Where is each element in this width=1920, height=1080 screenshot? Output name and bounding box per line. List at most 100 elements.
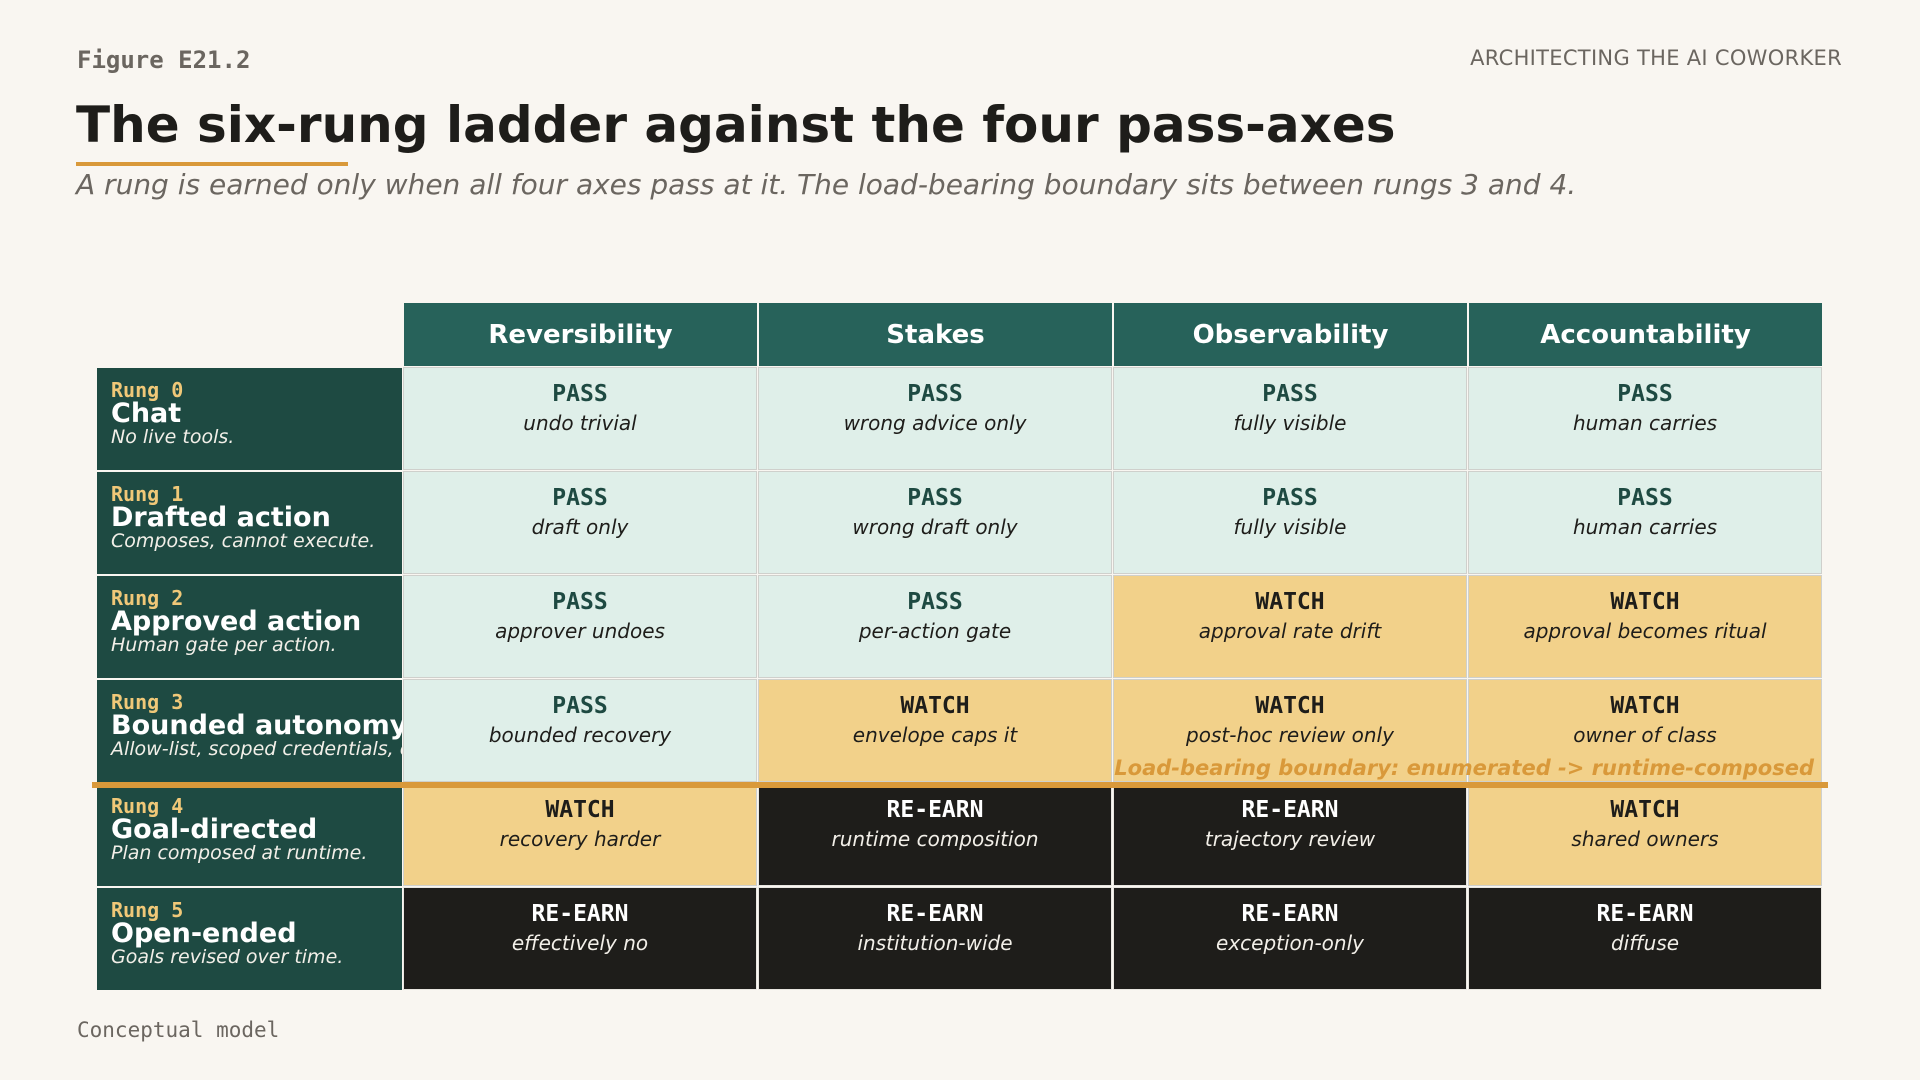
verdict-note: runtime composition xyxy=(831,827,1039,851)
cell-rung4-reversibility: WATCH recovery harder xyxy=(403,783,757,886)
cell-rung0-observability: PASS fully visible xyxy=(1113,367,1467,470)
verdict-note: human carries xyxy=(1572,411,1718,435)
verdict-label: PASS xyxy=(907,589,963,615)
cell-rung2-reversibility: PASS approver undoes xyxy=(403,575,757,678)
column-header-stakes: Stakes xyxy=(759,303,1112,366)
rung-description: Goals revised over time. xyxy=(111,946,344,968)
rung-id: Rung 1 xyxy=(111,482,184,506)
verdict-note: institution-wide xyxy=(857,931,1013,955)
verdict-note: shared owners xyxy=(1571,827,1719,851)
verdict-note: envelope caps it xyxy=(852,723,1018,747)
rung-name: Bounded autonomy xyxy=(111,710,408,741)
verdict-note: bounded recovery xyxy=(488,723,672,747)
rung-header-4: Rung 4 Goal-directed Plan composed at runt… xyxy=(97,784,402,886)
rung-header-3: Rung 3 Bounded autonomy Allow-list, scoped… xyxy=(97,680,450,782)
rung-header-0: Rung 0 Chat No live tools. xyxy=(97,368,402,470)
cell-rung1-reversibility: PASS draft only xyxy=(403,471,757,574)
boundary-label: Load-bearing boundary: enumerated -> run… xyxy=(1114,756,1814,780)
rung-name: Chat xyxy=(111,398,182,429)
rung-description: Plan composed at runtime. xyxy=(111,842,368,864)
verdict-label: PASS xyxy=(1617,485,1673,511)
verdict-label: WATCH xyxy=(900,693,970,719)
verdict-label: WATCH xyxy=(1610,693,1680,719)
verdict-note: owner of class xyxy=(1573,723,1717,747)
book-title: ARCHITECTING THE AI COWORKER xyxy=(1470,46,1842,70)
verdict-label: RE-EARN xyxy=(1241,797,1339,823)
verdict-label: PASS xyxy=(907,485,963,511)
cell-rung1-accountability: PASS human carries xyxy=(1468,471,1822,574)
main-title: The six-rung ladder against the four pas… xyxy=(76,96,1396,154)
rung-id: Rung 4 xyxy=(111,794,184,818)
verdict-label: PASS xyxy=(552,693,608,719)
cell-rung4-accountability: WATCH shared owners xyxy=(1468,783,1822,886)
verdict-label: PASS xyxy=(907,381,963,407)
cell-rung1-observability: PASS fully visible xyxy=(1113,471,1467,574)
rung-id: Rung 5 xyxy=(111,898,184,922)
subtitle: A rung is earned only when all four axes… xyxy=(76,168,1577,201)
rung-name: Goal-directed xyxy=(111,814,318,845)
cell-rung3-observability: WATCH post-hoc review only xyxy=(1113,679,1467,782)
verdict-note: wrong advice only xyxy=(843,411,1027,435)
verdict-note: wrong draft only xyxy=(852,515,1018,539)
rung-header-2: Rung 2 Approved action Human gate per acti… xyxy=(97,576,402,678)
verdict-label: PASS xyxy=(1262,381,1318,407)
cell-rung3-accountability: WATCH owner of class xyxy=(1468,679,1822,782)
verdict-note: human carries xyxy=(1572,515,1718,539)
cell-rung1-stakes: PASS wrong draft only xyxy=(758,471,1112,574)
rung-description: Allow-list, scoped credentials, caps. xyxy=(111,738,450,760)
verdict-label: PASS xyxy=(1262,485,1318,511)
verdict-label: WATCH xyxy=(1255,589,1325,615)
rung-header-5: Rung 5 Open-ended Goals revised over time. xyxy=(97,888,402,990)
verdict-note: approval rate drift xyxy=(1198,619,1382,643)
rung-name: Drafted action xyxy=(111,502,331,533)
cell-rung2-observability: WATCH approval rate drift xyxy=(1113,575,1467,678)
verdict-note: diffuse xyxy=(1610,931,1680,955)
rung-id: Rung 3 xyxy=(111,690,184,714)
verdict-label: RE-EARN xyxy=(1241,901,1339,927)
verdict-label: PASS xyxy=(1617,381,1673,407)
verdict-note: fully visible xyxy=(1233,515,1347,539)
cell-rung5-observability: RE-EARN exception-only xyxy=(1113,887,1467,990)
verdict-note: exception-only xyxy=(1216,931,1364,955)
verdict-label: RE-EARN xyxy=(886,901,984,927)
title-underline xyxy=(76,162,348,166)
cell-rung2-accountability: WATCH approval becomes ritual xyxy=(1468,575,1822,678)
verdict-label: PASS xyxy=(552,589,608,615)
verdict-label: PASS xyxy=(552,381,608,407)
cell-rung3-stakes: WATCH envelope caps it xyxy=(758,679,1112,782)
cell-rung2-stakes: PASS per-action gate xyxy=(758,575,1112,678)
boundary-line xyxy=(92,782,1828,788)
verdict-label: WATCH xyxy=(1610,797,1680,823)
rung-description: Human gate per action. xyxy=(111,634,337,656)
cell-rung0-reversibility: PASS undo trivial xyxy=(403,367,757,470)
verdict-note: undo trivial xyxy=(523,411,637,435)
cell-rung5-accountability: RE-EARN diffuse xyxy=(1468,887,1822,990)
verdict-note: approver undoes xyxy=(495,619,665,643)
verdict-label: WATCH xyxy=(1255,693,1325,719)
cell-rung5-stakes: RE-EARN institution-wide xyxy=(758,887,1112,990)
rung-id: Rung 2 xyxy=(111,586,184,610)
verdict-note: trajectory review xyxy=(1204,827,1376,851)
figure-label: Figure E21.2 xyxy=(77,46,251,74)
verdict-note: recovery harder xyxy=(499,827,661,851)
cell-rung4-stakes: RE-EARN runtime composition xyxy=(758,783,1112,886)
rung-description: No live tools. xyxy=(111,426,235,448)
cell-rung0-accountability: PASS human carries xyxy=(1468,367,1822,470)
verdict-label: WATCH xyxy=(545,797,615,823)
verdict-label: PASS xyxy=(552,485,608,511)
cell-rung3-reversibility: PASS bounded recovery xyxy=(403,679,757,782)
verdict-note: approval becomes ritual xyxy=(1523,619,1767,643)
verdict-note: effectively no xyxy=(511,931,649,955)
verdict-note: post-hoc review only xyxy=(1186,723,1394,747)
verdict-label: WATCH xyxy=(1610,589,1680,615)
rung-name: Open-ended xyxy=(111,918,297,949)
rung-name: Approved action xyxy=(111,606,362,637)
verdict-label: RE-EARN xyxy=(886,797,984,823)
column-header-accountability: Accountability xyxy=(1469,303,1822,366)
rung-header-1: Rung 1 Drafted action Composes, cannot exe… xyxy=(97,472,402,574)
column-header-reversibility: Reversibility xyxy=(404,303,757,366)
verdict-note: draft only xyxy=(531,515,629,539)
verdict-label: RE-EARN xyxy=(531,901,629,927)
verdict-note: per-action gate xyxy=(858,619,1012,643)
verdict-label: RE-EARN xyxy=(1596,901,1694,927)
